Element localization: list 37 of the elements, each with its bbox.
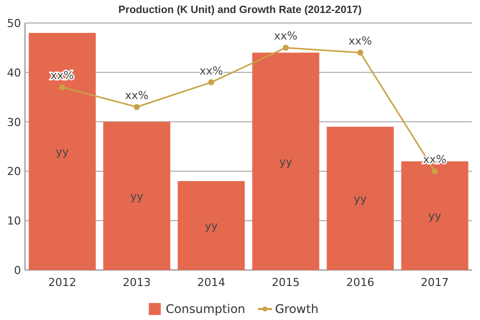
- point: [357, 50, 364, 56]
- y-tick-label: 0: [14, 264, 21, 277]
- data-label: xx%: [200, 64, 223, 78]
- legend-label: Consumption: [166, 302, 246, 316]
- data-label: xx%: [50, 69, 74, 82]
- data-label: xx%: [348, 34, 372, 48]
- bar: [252, 52, 320, 270]
- x-tick-label: 2015: [272, 276, 300, 289]
- chart-title: Production (K Unit) and Growth Rate (2012-2017): [118, 4, 362, 16]
- x-tick-label: 2017: [420, 276, 449, 289]
- bar: [28, 32, 96, 270]
- data-label: xx%: [274, 30, 298, 43]
- point: [432, 168, 438, 174]
- point: [208, 79, 214, 86]
- x-tick-label: 2012: [48, 276, 76, 289]
- point: [134, 104, 140, 110]
- data-label: yy: [56, 145, 70, 158]
- bar: [326, 126, 394, 270]
- x-tick-label: 2013: [122, 276, 151, 289]
- y-tick-label: 40: [7, 66, 21, 80]
- data-label: yy: [354, 192, 368, 206]
- y-tick-label: 10: [7, 214, 21, 228]
- x-tick-label: 2014: [197, 276, 226, 289]
- data-label: yy: [204, 220, 218, 233]
- data-label: yy: [428, 210, 442, 223]
- point: [282, 44, 289, 51]
- data-label: yy: [130, 190, 144, 203]
- bar: [103, 122, 170, 270]
- point: [59, 84, 66, 90]
- y-tick-label: 20: [7, 165, 21, 178]
- data-label: xx%: [125, 88, 148, 102]
- x-tick-label: 2016: [346, 276, 374, 289]
- y-tick-label: 30: [7, 116, 21, 129]
- bar: [178, 181, 245, 270]
- data-label: yy: [279, 155, 293, 168]
- legend-label: Growth: [275, 302, 318, 316]
- y-tick-label: 50: [7, 17, 21, 30]
